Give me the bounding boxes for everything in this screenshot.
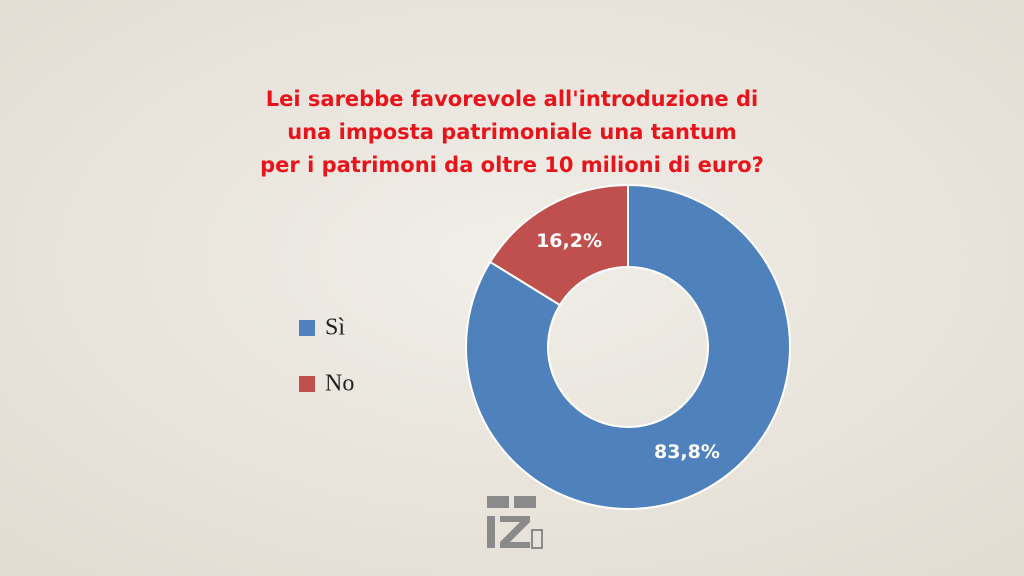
- chart-title: Lei sarebbe favorevole all'introduzione …: [266, 87, 758, 111]
- legend-swatch: [299, 376, 315, 392]
- legend-label: No: [325, 371, 354, 397]
- chart-title: per i patrimoni da oltre 10 milioni di e…: [260, 153, 764, 177]
- legend-swatch: [299, 320, 315, 336]
- value-label: 16,2%: [536, 230, 602, 252]
- logo: [487, 496, 543, 549]
- value-label: 83,8%: [654, 441, 720, 463]
- chart-title: una imposta patrimoniale una tantum: [287, 120, 737, 144]
- donut-slice: [465, 183, 791, 510]
- legend-label: Sì: [325, 315, 345, 341]
- donut-slice: [488, 183, 629, 307]
